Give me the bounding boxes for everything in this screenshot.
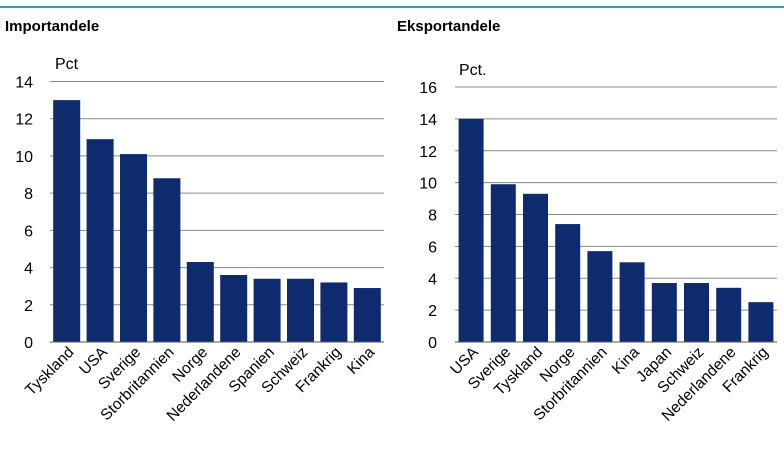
import-bar-schweiz	[287, 278, 314, 342]
export-y-tick-label: 14	[419, 112, 437, 129]
import-y-tick-label: 12	[15, 112, 33, 129]
import-y-tick-label: 6	[24, 223, 33, 240]
import-y-tick-label: 2	[24, 298, 33, 315]
import-bar-frankrig	[320, 282, 348, 342]
export-bar-norge	[555, 224, 581, 342]
export-y-tick-label: 6	[428, 239, 437, 256]
import-chart-group: 02468101214PctTysklandUSASverigeStorbrit…	[15, 56, 384, 425]
top-rule	[0, 6, 784, 8]
export-y-tick-label: 2	[428, 303, 437, 320]
import-bar-norge	[186, 261, 214, 342]
import-bar-kina	[353, 288, 381, 342]
export-bar-kina	[619, 262, 645, 342]
export-y-unit-label: Pct.	[459, 62, 487, 79]
export-bar-usa	[458, 118, 484, 342]
export-y-tick-label: 4	[428, 271, 437, 288]
chart-title-eksportandele: Eksportandele	[397, 18, 501, 35]
import-y-tick-label: 0	[24, 335, 33, 352]
export-bar-japan	[651, 283, 677, 342]
export-chart-group: 0246810121416Pct.USASverigeTysklandNorge…	[419, 62, 777, 425]
export-y-tick-label: 10	[419, 176, 437, 193]
export-bar-storbritannien	[587, 251, 613, 342]
import-y-tick-label: 10	[15, 149, 33, 166]
export-bar-nederlandene	[716, 287, 742, 342]
import-bar-tyskland	[53, 100, 81, 342]
import-y-tick-label: 8	[24, 186, 33, 203]
export-y-tick-label: 0	[428, 335, 437, 352]
import-bar-sverige	[120, 154, 147, 342]
export-bar-frankrig	[748, 302, 774, 342]
export-y-tick-label: 12	[419, 144, 437, 161]
chart-title-importandele: Importandele	[5, 18, 100, 35]
export-y-tick-label: 8	[428, 208, 437, 225]
import-bar-usa	[86, 139, 114, 342]
import-y-tick-label: 4	[24, 261, 33, 278]
import-y-tick-label: 14	[15, 75, 33, 92]
import-bar-spanien	[253, 278, 281, 342]
import-bar-storbritannien	[153, 178, 181, 342]
import-x-tick-label: Kina	[344, 344, 378, 378]
export-bar-tyskland	[523, 193, 548, 342]
import-x-tick-label: Tyskland	[22, 344, 77, 399]
export-y-tick-label: 16	[419, 80, 437, 97]
export-bar-sverige	[490, 184, 516, 342]
export-bar-schweiz	[684, 283, 709, 342]
import-y-unit-label: Pct	[55, 56, 79, 73]
import-bar-nederlandene	[220, 275, 248, 342]
